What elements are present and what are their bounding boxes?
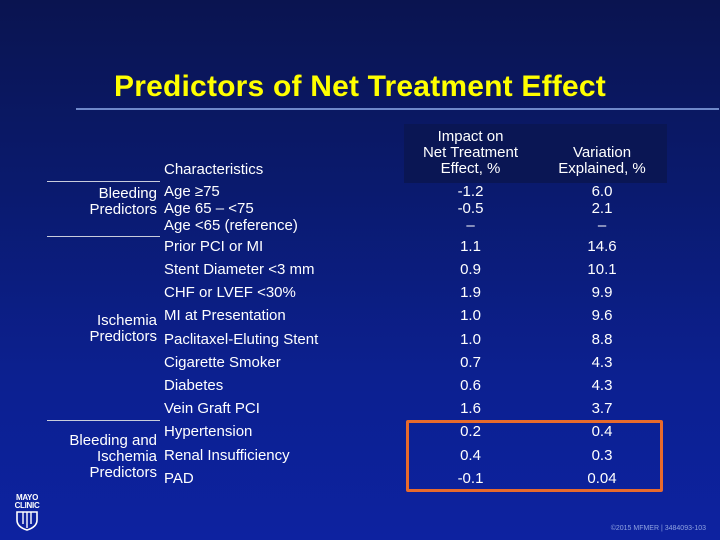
slide-title: Predictors of Net Treatment Effect xyxy=(114,70,606,103)
group-rule-ischemia-end xyxy=(47,420,160,421)
shield-icon xyxy=(16,511,38,531)
header-impact-line-1: Impact on xyxy=(437,128,504,145)
row-variation: 0.04 xyxy=(587,470,617,487)
row-characteristic: Paclitaxel-Eluting Stent xyxy=(164,331,319,348)
highlight-box xyxy=(406,420,663,492)
row-variation: 3.7 xyxy=(591,400,613,417)
row-variation: 0.4 xyxy=(591,423,613,440)
row-characteristic: Hypertension xyxy=(164,423,253,440)
group-both-line-1: Bleeding and xyxy=(69,432,157,449)
row-characteristic: MI at Presentation xyxy=(164,307,286,324)
row-impact: -1.2 xyxy=(457,183,484,200)
group-ischemia-line-1: Ischemia xyxy=(96,312,157,329)
row-impact: 1.6 xyxy=(460,400,481,417)
header-impact-line-3: Effect, % xyxy=(440,160,501,177)
header-variation-line-2: Explained, % xyxy=(558,160,646,177)
row-variation: 2.1 xyxy=(591,200,613,217)
group-both-line-3: Predictors xyxy=(89,464,157,481)
logo-line-2: CLINIC xyxy=(14,501,40,510)
header-variation: Variation Explained, % xyxy=(537,145,667,177)
row-characteristic: Age ≥75 xyxy=(164,183,220,200)
row-characteristic: Prior PCI or MI xyxy=(164,238,264,255)
row-impact: -0.5 xyxy=(457,200,484,217)
group-both-line-2: Ischemia xyxy=(96,448,157,465)
row-characteristic: Renal Insufficiency xyxy=(164,447,290,464)
row-impact: 1.0 xyxy=(460,331,481,348)
row-characteristic: Age <65 (reference) xyxy=(164,217,298,234)
row-variation: 14.6 xyxy=(587,238,617,255)
row-characteristic: PAD xyxy=(164,470,194,487)
group-rule-top xyxy=(47,181,160,182)
row-variation: 9.6 xyxy=(591,307,613,324)
row-variation: 4.3 xyxy=(591,377,613,394)
row-impact: 0.7 xyxy=(460,354,481,371)
row-impact: 1.0 xyxy=(460,307,481,324)
row-impact: -0.1 xyxy=(457,470,484,487)
group-ischemia-line-2: Predictors xyxy=(89,328,157,345)
logo-line-1: MAYO xyxy=(15,493,39,502)
group-rule-bleeding-end xyxy=(47,236,160,237)
header-impact-line-2: Net Treatment xyxy=(422,144,519,161)
group-bleeding-line-2: Predictors xyxy=(89,201,157,218)
header-panel xyxy=(404,124,667,183)
row-impact: 0.4 xyxy=(460,447,481,464)
row-characteristic: Stent Diameter <3 mm xyxy=(164,261,315,278)
row-impact: 0.6 xyxy=(460,377,481,394)
row-characteristic: CHF or LVEF <30% xyxy=(164,284,296,301)
row-impact: 1.1 xyxy=(460,238,481,255)
copyright-footer: ©2015 MFMER | 3484093-103 xyxy=(610,525,706,532)
group-bleeding-line-1: Bleeding xyxy=(98,185,157,202)
row-characteristic: Age 65 – <75 xyxy=(164,200,254,217)
row-characteristic: Cigarette Smoker xyxy=(164,354,281,371)
row-impact: – xyxy=(466,217,475,234)
row-characteristic: Diabetes xyxy=(164,377,224,394)
header-variation-line-1: Variation xyxy=(572,144,632,161)
row-variation: 6.0 xyxy=(591,183,613,200)
row-variation: 10.1 xyxy=(587,261,617,278)
title-divider xyxy=(76,108,719,110)
row-impact: 0.9 xyxy=(460,261,481,278)
row-variation: 9.9 xyxy=(591,284,613,301)
group-bleeding-predictors: Bleeding Predictors xyxy=(40,186,157,218)
group-both-predictors: Bleeding and Ischemia Predictors xyxy=(40,433,157,481)
row-characteristic: Vein Graft PCI xyxy=(164,400,260,417)
row-variation: 8.8 xyxy=(591,331,613,348)
group-ischemia-predictors: Ischemia Predictors xyxy=(40,313,157,345)
header-impact: Impact on Net Treatment Effect, % xyxy=(404,129,537,177)
row-impact: 1.9 xyxy=(460,284,481,301)
row-variation: 0.3 xyxy=(591,447,613,464)
header-characteristics: Characteristics xyxy=(164,161,264,178)
mayo-clinic-logo: MAYO CLINIC xyxy=(10,494,44,534)
row-impact: 0.2 xyxy=(460,423,481,440)
row-variation: – xyxy=(597,217,607,234)
row-variation: 4.3 xyxy=(591,354,613,371)
